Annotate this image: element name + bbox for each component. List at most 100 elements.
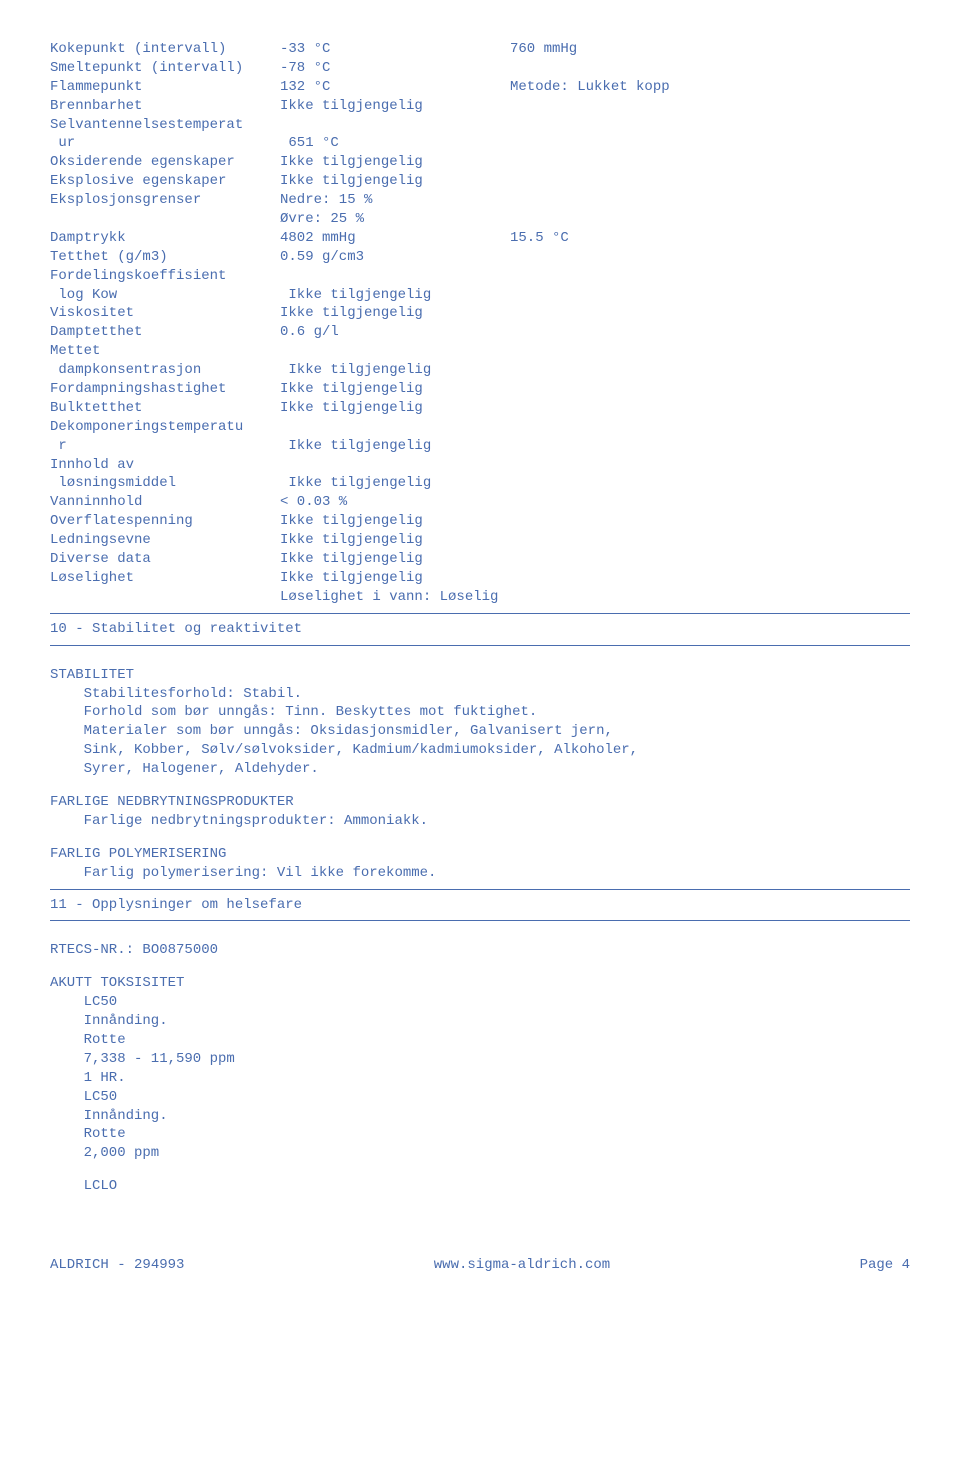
table-row: Brennbarhet Ikke tilgjengelig <box>50 97 910 116</box>
tox-line: LC50 <box>50 1088 910 1107</box>
prop-label: Fordelingskoeffisient <box>50 267 280 286</box>
prop-label: Damptrykk <box>50 229 280 248</box>
stability-text: Sink, Kobber, Sølv/sølvoksider, Kadmium/… <box>50 741 910 760</box>
prop-extra <box>510 342 910 361</box>
prop-label <box>50 210 280 229</box>
table-row: Løselighet Ikke tilgjengelig <box>50 569 910 588</box>
prop-value: Ikke tilgjengelig <box>280 550 510 569</box>
prop-label: Eksplosive egenskaper <box>50 172 280 191</box>
prop-extra <box>510 323 910 342</box>
table-row: Ledningsevne Ikke tilgjengelig <box>50 531 910 550</box>
prop-label: Viskositet <box>50 304 280 323</box>
prop-label: Dekomponeringstemperatu <box>50 418 280 437</box>
prop-label: løsningsmiddel <box>50 474 288 493</box>
prop-extra: Metode: Lukket kopp <box>510 78 910 97</box>
prop-label: Diverse data <box>50 550 280 569</box>
prop-label: Løselighet <box>50 569 280 588</box>
polymerization-text: Farlig polymerisering: Vil ikke forekomm… <box>50 864 910 883</box>
decomposition-text: Farlige nedbrytningsprodukter: Ammoniakk… <box>50 812 910 831</box>
prop-extra <box>510 493 910 512</box>
prop-value: 0.59 g/cm3 <box>280 248 510 267</box>
prop-label: Bulktetthet <box>50 399 280 418</box>
rtecs-number: RTECS-NR.: BO0875000 <box>50 941 910 960</box>
prop-value: Ikke tilgjengelig <box>288 286 518 305</box>
prop-value: 651 °C <box>288 134 518 153</box>
prop-extra <box>518 474 910 493</box>
prop-label: Eksplosjonsgrenser <box>50 191 280 210</box>
prop-extra <box>510 456 910 475</box>
prop-label: Ledningsevne <box>50 531 280 550</box>
prop-value: 4802 mmHg <box>280 229 510 248</box>
table-row: Innhold av <box>50 456 910 475</box>
prop-extra <box>510 399 910 418</box>
table-row: Fordampningshastighet Ikke tilgjengelig <box>50 380 910 399</box>
prop-value: < 0.03 % <box>280 493 510 512</box>
tox-line: 7,338 - 11,590 ppm <box>50 1050 910 1069</box>
section-divider <box>50 645 910 646</box>
prop-extra <box>510 267 910 286</box>
table-row: Eksplosive egenskaper Ikke tilgjengelig <box>50 172 910 191</box>
table-row: Oksiderende egenskaper Ikke tilgjengelig <box>50 153 910 172</box>
tox-line: Innånding. <box>50 1107 910 1126</box>
prop-label: Mettet <box>50 342 280 361</box>
prop-value: Ikke tilgjengelig <box>280 97 510 116</box>
section-divider <box>50 613 910 614</box>
footer-product-code: ALDRICH - 294993 <box>50 1256 184 1275</box>
prop-extra <box>510 380 910 399</box>
decomposition-heading: FARLIGE NEDBRYTNINGSPRODUKTER <box>50 793 910 812</box>
table-row: Kokepunkt (intervall) -33 °C 760 mmHg <box>50 40 910 59</box>
phys-chem-table: Kokepunkt (intervall) -33 °C 760 mmHg Sm… <box>50 40 910 607</box>
table-row: Damptrykk 4802 mmHg 15.5 °C <box>50 229 910 248</box>
stability-text: Syrer, Halogener, Aldehyder. <box>50 760 910 779</box>
prop-label: Selvantennelsestemperat <box>50 116 280 135</box>
prop-extra <box>510 569 910 588</box>
prop-label: Fordampningshastighet <box>50 380 280 399</box>
prop-value: Ikke tilgjengelig <box>288 361 518 380</box>
table-row: Diverse data Ikke tilgjengelig <box>50 550 910 569</box>
prop-extra <box>510 531 910 550</box>
table-row: Flammepunkt 132 °C Metode: Lukket kopp <box>50 78 910 97</box>
table-row: Fordelingskoeffisient <box>50 267 910 286</box>
prop-value: Ikke tilgjengelig <box>280 380 510 399</box>
prop-value: Ikke tilgjengelig <box>280 172 510 191</box>
prop-value: Løselighet i vann: Løselig <box>280 588 510 607</box>
prop-label: Overflatespenning <box>50 512 280 531</box>
table-row: Eksplosjonsgrenser Nedre: 15 % <box>50 191 910 210</box>
prop-extra <box>510 116 910 135</box>
prop-label: Smeltepunkt (intervall) <box>50 59 280 78</box>
table-row: løsningsmiddel Ikke tilgjengelig <box>50 474 910 493</box>
tox-line: Innånding. <box>50 1012 910 1031</box>
acute-toxicity-heading: AKUTT TOKSISITET <box>50 974 910 993</box>
table-row: Damptetthet 0.6 g/l <box>50 323 910 342</box>
prop-value: Ikke tilgjengelig <box>280 531 510 550</box>
prop-extra <box>510 97 910 116</box>
prop-extra <box>510 210 910 229</box>
prop-value: Nedre: 15 % <box>280 191 510 210</box>
sds-document: Kokepunkt (intervall) -33 °C 760 mmHg Sm… <box>50 40 910 1275</box>
prop-label: dampkonsentrasjon <box>50 361 288 380</box>
prop-extra <box>518 286 910 305</box>
table-row: Øvre: 25 % <box>50 210 910 229</box>
prop-value <box>280 342 510 361</box>
tox-line: Rotte <box>50 1031 910 1050</box>
prop-extra <box>510 512 910 531</box>
prop-value: Ikke tilgjengelig <box>280 304 510 323</box>
section-divider <box>50 889 910 890</box>
prop-value: -78 °C <box>280 59 510 78</box>
prop-value: -33 °C <box>280 40 510 59</box>
footer-page-number: Page 4 <box>860 1256 910 1275</box>
prop-extra <box>518 361 910 380</box>
prop-value: Ikke tilgjengelig <box>280 153 510 172</box>
section-11-title: 11 - Opplysninger om helsefare <box>50 896 910 915</box>
prop-label: Innhold av <box>50 456 280 475</box>
tox-line: 2,000 ppm <box>50 1144 910 1163</box>
section-10-title: 10 - Stabilitet og reaktivitet <box>50 620 910 639</box>
prop-label: log Kow <box>50 286 288 305</box>
prop-extra <box>510 248 910 267</box>
stability-heading: STABILITET <box>50 666 910 685</box>
table-row: log Kow Ikke tilgjengelig <box>50 286 910 305</box>
tox-line: 1 HR. <box>50 1069 910 1088</box>
prop-extra <box>510 304 910 323</box>
stability-text: Forhold som bør unngås: Tinn. Beskyttes … <box>50 703 910 722</box>
prop-value: Ikke tilgjengelig <box>280 512 510 531</box>
